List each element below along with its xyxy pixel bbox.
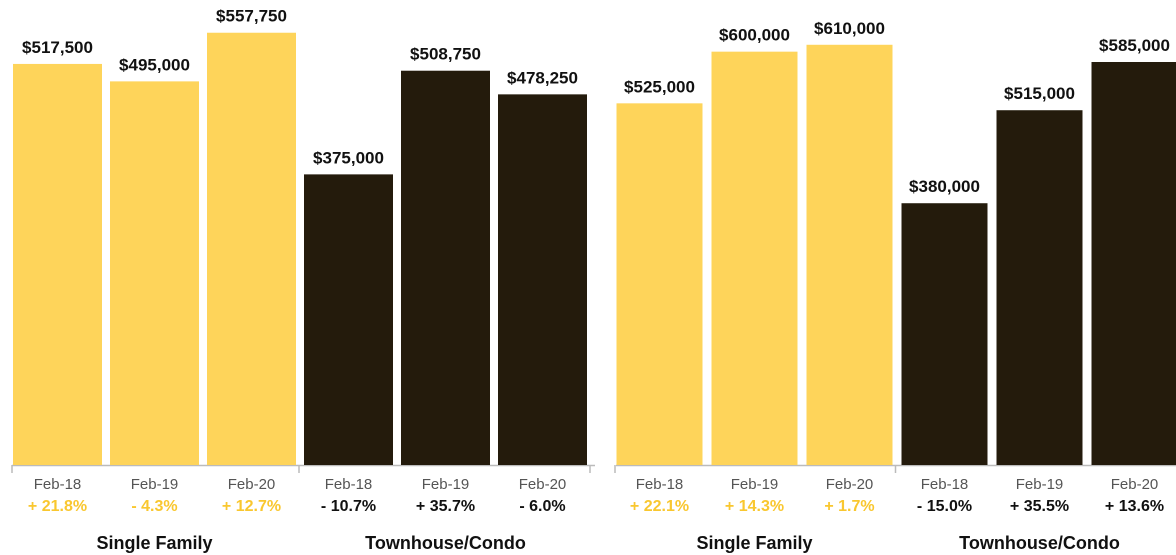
bar-value-label: $515,000 xyxy=(1004,84,1075,103)
change-label: + 1.7% xyxy=(824,498,874,515)
group-label: Townhouse/Condo xyxy=(365,533,526,553)
group-label: Townhouse/Condo xyxy=(959,533,1120,553)
x-tick-label: Feb-20 xyxy=(228,476,276,493)
bar-value-label: $495,000 xyxy=(119,55,190,74)
bar-value-label: $600,000 xyxy=(719,26,790,45)
x-tick-label: Feb-19 xyxy=(422,476,470,493)
bar-townhouse-condo-feb-18 xyxy=(304,174,393,465)
bar-value-label: $557,750 xyxy=(216,7,287,26)
change-label: + 35.5% xyxy=(1010,498,1069,515)
x-tick-label: Feb-18 xyxy=(921,476,969,493)
bar-single-family-feb-20 xyxy=(207,32,296,466)
bar-single-family-feb-18 xyxy=(616,103,703,465)
bar-value-label: $585,000 xyxy=(1099,36,1170,55)
change-label: + 22.1% xyxy=(630,498,689,515)
bar-value-label: $380,000 xyxy=(909,177,980,196)
x-tick-label: Feb-19 xyxy=(131,476,179,493)
change-label: - 10.7% xyxy=(321,498,376,515)
group-label: Single Family xyxy=(696,533,812,553)
x-tick-label: Feb-20 xyxy=(1111,476,1159,493)
change-label: - 4.3% xyxy=(131,498,177,515)
bar-single-family-feb-19 xyxy=(110,81,199,465)
bar-townhouse-condo-feb-19 xyxy=(401,70,490,465)
change-label: + 14.3% xyxy=(725,498,784,515)
change-label: + 12.7% xyxy=(222,498,281,515)
x-tick-label: Feb-20 xyxy=(519,476,567,493)
bar-townhouse-condo-feb-20 xyxy=(498,94,587,465)
bar-single-family-feb-20 xyxy=(806,44,893,466)
group-label: Single Family xyxy=(96,533,212,553)
x-tick-label: Feb-19 xyxy=(1016,476,1064,493)
bar-value-label: $508,750 xyxy=(410,45,481,64)
x-tick-label: Feb-19 xyxy=(731,476,779,493)
x-tick-label: Feb-18 xyxy=(34,476,82,493)
bar-value-label: $478,250 xyxy=(507,68,578,87)
bar-value-label: $375,000 xyxy=(313,148,384,167)
x-tick-label: Feb-18 xyxy=(325,476,373,493)
bar-townhouse-condo-feb-19 xyxy=(996,110,1083,465)
bar-value-label: $517,500 xyxy=(22,38,93,57)
bar-value-label: $525,000 xyxy=(624,77,695,96)
bar-townhouse-condo-feb-18 xyxy=(901,203,988,465)
bar-single-family-feb-18 xyxy=(13,63,102,465)
bar-single-family-feb-19 xyxy=(711,51,798,466)
change-label: - 15.0% xyxy=(917,498,972,515)
bar-townhouse-condo-feb-20 xyxy=(1091,62,1176,465)
change-label: - 6.0% xyxy=(519,498,565,515)
bar-value-label: $610,000 xyxy=(814,19,885,38)
change-label: + 21.8% xyxy=(28,498,87,515)
x-tick-label: Feb-20 xyxy=(826,476,874,493)
change-label: + 35.7% xyxy=(416,498,475,515)
change-label: + 13.6% xyxy=(1105,498,1164,515)
x-tick-label: Feb-18 xyxy=(636,476,684,493)
